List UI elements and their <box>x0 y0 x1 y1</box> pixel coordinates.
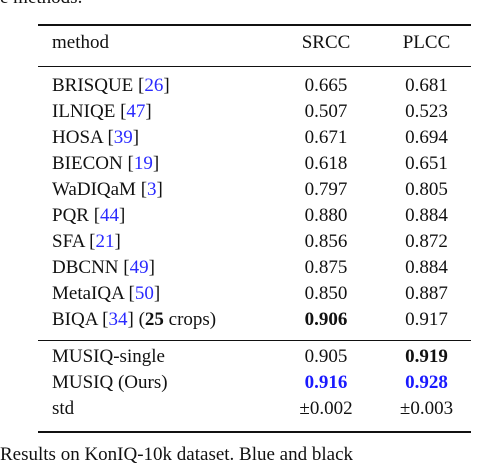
table-row: MetaIQA [50] 0.850 0.887 <box>38 281 471 307</box>
plcc-value: ±0.003 <box>399 398 454 419</box>
crops-count: 25 <box>144 309 164 330</box>
srcc-value: 0.850 <box>304 283 348 304</box>
plcc-value: 0.694 <box>405 127 448 148</box>
table-row: PQR [44] 0.880 0.884 <box>38 203 471 229</box>
plcc-value: 0.872 <box>405 231 448 252</box>
caption-fragment-bottom: Results on KonIQ-10k dataset. Blue and b… <box>0 444 354 465</box>
plcc-value: 0.805 <box>405 179 448 200</box>
method-name: SFA <box>52 231 85 252</box>
table-row: DBCNN [49] 0.875 0.884 <box>38 255 471 281</box>
method-name: ILNIQE <box>52 101 116 122</box>
method-name: std <box>52 398 75 419</box>
citation-link[interactable]: 3 <box>147 179 157 200</box>
table-row: MUSIQ (Ours) 0.916 0.928 <box>38 370 471 396</box>
table-row: BRISQUE [26] 0.665 0.681 <box>38 73 471 99</box>
method-name: DBCNN <box>52 257 119 278</box>
method-name: MUSIQ-single <box>52 346 165 367</box>
srcc-value: 0.507 <box>304 101 348 122</box>
table-row: BIECON [19] 0.618 0.651 <box>38 151 471 177</box>
table-row: HOSA [39] 0.671 0.694 <box>38 125 471 151</box>
srcc-value: 0.618 <box>304 153 348 174</box>
method-name: BIQA <box>52 309 98 330</box>
table-row: SFA [21] 0.856 0.872 <box>38 229 471 255</box>
caption-fragment-top: e methods. <box>0 0 488 9</box>
srcc-value: 0.906 <box>304 309 348 330</box>
citation-link[interactable]: 21 <box>95 231 115 252</box>
citation-link[interactable]: 19 <box>133 153 153 174</box>
plcc-value: 0.928 <box>405 372 448 393</box>
table-row: ILNIQE [47] 0.507 0.523 <box>38 99 471 125</box>
results-table: method SRCC PLCC BRISQUE [26] 0.665 0.68… <box>38 0 471 422</box>
table-row: std ±0.002 ±0.003 <box>38 396 471 422</box>
method-name: PQR <box>52 205 89 226</box>
srcc-value: 0.905 <box>304 346 348 367</box>
bottom-rule <box>38 431 471 433</box>
srcc-value: 0.875 <box>304 257 348 278</box>
plcc-value: 0.887 <box>405 283 448 304</box>
header-row: method SRCC PLCC <box>38 30 471 56</box>
table-row: MUSIQ-single 0.905 0.919 <box>38 344 471 370</box>
table-row: BIQA [34] (25 crops) 0.906 0.917 <box>38 307 471 333</box>
method-name: MUSIQ (Ours) <box>52 372 168 393</box>
header-plcc: PLCC <box>402 32 451 53</box>
citation-link[interactable]: 50 <box>134 283 154 304</box>
srcc-value: 0.665 <box>304 75 348 96</box>
method-name: MetaIQA <box>52 283 124 304</box>
citation-link[interactable]: 47 <box>126 101 146 122</box>
table-row: WaDIQaM [3] 0.797 0.805 <box>38 177 471 203</box>
srcc-value: 0.916 <box>304 372 348 393</box>
method-name: BRISQUE <box>52 75 134 96</box>
srcc-value: 0.671 <box>304 127 348 148</box>
plcc-value: 0.919 <box>405 346 448 367</box>
citation-link[interactable]: 26 <box>144 75 164 96</box>
citation-link[interactable]: 44 <box>100 205 120 226</box>
group-rule <box>38 340 471 341</box>
header-srcc: SRCC <box>301 32 351 53</box>
citation-link[interactable]: 34 <box>108 309 128 330</box>
plcc-value: 0.651 <box>405 153 448 174</box>
srcc-value: 0.880 <box>304 205 348 226</box>
plcc-value: 0.917 <box>405 309 448 330</box>
plcc-value: 0.681 <box>405 75 448 96</box>
method-name: HOSA <box>52 127 103 148</box>
header-method: method <box>52 32 109 53</box>
header-rule <box>38 66 471 67</box>
top-rule <box>38 24 471 26</box>
plcc-value: 0.884 <box>405 205 448 226</box>
method-name: BIECON <box>52 153 123 174</box>
plcc-value: 0.523 <box>405 101 448 122</box>
srcc-value: ±0.002 <box>299 398 353 419</box>
plcc-value: 0.884 <box>405 257 448 278</box>
method-name: WaDIQaM <box>52 179 136 200</box>
srcc-value: 0.797 <box>304 179 348 200</box>
citation-link[interactable]: 49 <box>129 257 149 278</box>
srcc-value: 0.856 <box>304 231 348 252</box>
citation-link[interactable]: 39 <box>113 127 133 148</box>
